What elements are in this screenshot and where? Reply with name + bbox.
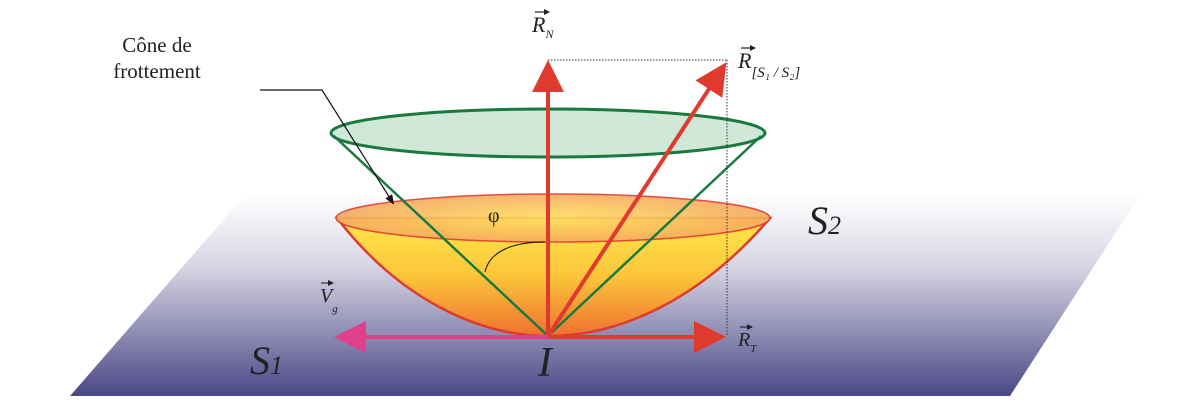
arrow-r (546, 62, 727, 338)
label-rt: RT (737, 329, 757, 355)
label-s2: S2 (808, 198, 841, 243)
bowl-top (335, 193, 771, 243)
label-vg: Vg (320, 285, 338, 315)
angle-phi-arc (484, 241, 546, 273)
cone-line-left (333, 135, 549, 337)
label-point-i: I (537, 340, 554, 386)
cone-label-line1: Cône de (122, 33, 191, 57)
label-r: R[S₁ / S₂] (737, 48, 800, 81)
label-phi: φ (488, 205, 500, 227)
label-s1: S1 (250, 338, 283, 383)
cone-label-pointer (260, 89, 395, 205)
label-rn: RN (531, 12, 554, 41)
cone-line-right (547, 135, 762, 337)
cone-label-line2: frottement (113, 59, 201, 83)
